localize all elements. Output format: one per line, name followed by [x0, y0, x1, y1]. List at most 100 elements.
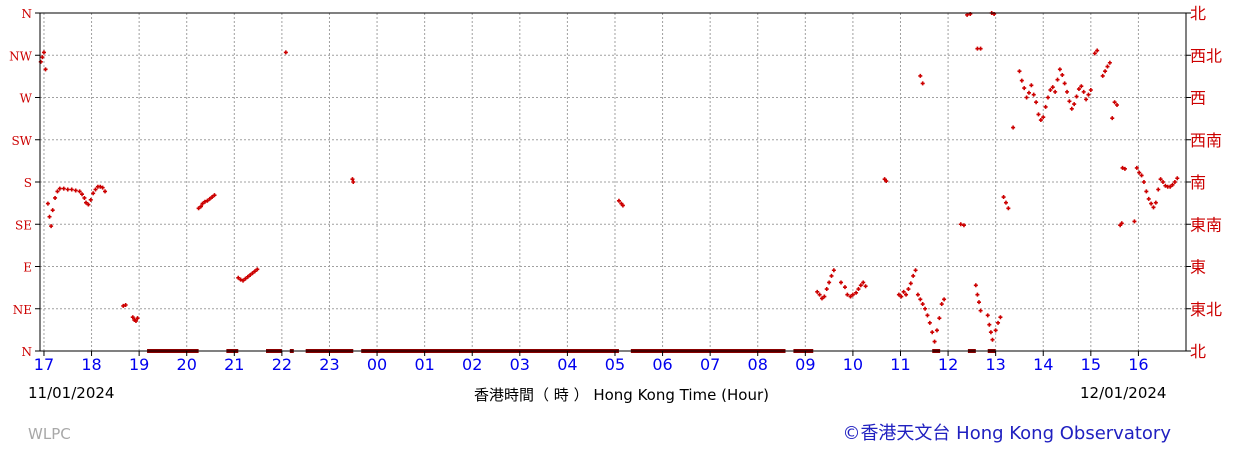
- data-point: [50, 208, 55, 213]
- data-point: [57, 186, 62, 191]
- data-point: [61, 186, 66, 191]
- data-point: [1003, 200, 1008, 205]
- data-point: [1065, 89, 1070, 94]
- data-point: [82, 195, 87, 200]
- x-tick-label: 03: [510, 355, 530, 374]
- data-point: [998, 315, 1003, 320]
- data-point: [248, 272, 253, 277]
- data-point: [91, 191, 96, 196]
- data-point: [827, 280, 832, 285]
- data-point: [918, 73, 923, 78]
- data-point: [200, 201, 205, 206]
- data-point: [927, 320, 932, 325]
- data-point: [1067, 99, 1072, 104]
- data-point: [911, 273, 916, 278]
- data-point: [1086, 92, 1091, 97]
- data-point: [848, 294, 853, 299]
- data-point: [908, 281, 913, 286]
- data-point: [1175, 176, 1180, 181]
- y-tick-label-right: 西: [1190, 89, 1206, 108]
- data-point: [1158, 177, 1163, 182]
- data-point: [1134, 165, 1139, 170]
- y-tick-label-right: 北: [1190, 342, 1206, 361]
- data-point: [839, 280, 844, 285]
- data-point: [1031, 92, 1036, 97]
- data-point: [923, 306, 928, 311]
- data-point: [913, 268, 918, 273]
- start-date-label: 11/01/2024: [28, 384, 115, 402]
- data-point: [43, 67, 48, 72]
- x-tick-label: 07: [700, 355, 720, 374]
- data-point: [1057, 67, 1062, 72]
- data-point: [86, 202, 91, 207]
- data-point: [1139, 173, 1144, 178]
- data-point: [850, 292, 855, 297]
- data-point: [130, 315, 135, 320]
- data-point: [904, 292, 909, 297]
- y-tick-label-right: 東南: [1190, 215, 1222, 234]
- data-point: [819, 296, 824, 301]
- data-point: [69, 187, 74, 192]
- data-point: [901, 289, 906, 294]
- data-point: [47, 214, 52, 219]
- x-tick-label: 06: [652, 355, 672, 374]
- data-point: [121, 303, 126, 308]
- observatory-credit[interactable]: ©香港天文台 Hong Kong Observatory: [842, 423, 1171, 444]
- y-tick-label-left: S: [24, 176, 32, 190]
- data-point: [1107, 60, 1112, 65]
- data-point: [925, 313, 930, 318]
- y-tick-label-right: 東北: [1190, 300, 1222, 319]
- x-tick-label: 01: [414, 355, 434, 374]
- data-point: [41, 50, 46, 55]
- data-point: [1095, 48, 1100, 53]
- x-axis-title: 香港時間（ 時 ） Hong Kong Time (Hour): [474, 386, 769, 404]
- data-point: [620, 203, 625, 208]
- data-point: [1161, 180, 1165, 184]
- data-point: [250, 271, 255, 276]
- x-tick-label: 02: [462, 355, 482, 374]
- data-point: [212, 193, 217, 198]
- x-tick-label: 18: [81, 355, 101, 374]
- data-point: [55, 189, 60, 194]
- data-point: [1119, 221, 1124, 226]
- x-tick-label: 15: [1081, 355, 1101, 374]
- data-point: [863, 284, 868, 289]
- data-point: [238, 277, 243, 282]
- data-points: [38, 11, 1180, 344]
- data-point: [845, 292, 850, 297]
- data-point: [1092, 51, 1097, 56]
- data-point: [40, 55, 45, 60]
- data-point: [1105, 64, 1110, 69]
- data-point: [210, 195, 215, 200]
- plot-frame: [35, 12, 1191, 356]
- data-point: [842, 285, 847, 290]
- data-point: [858, 283, 863, 288]
- data-point: [77, 189, 82, 194]
- data-point: [1112, 100, 1117, 105]
- data-point: [45, 201, 50, 206]
- data-point: [1120, 165, 1125, 170]
- data-point: [899, 294, 904, 299]
- data-point: [1043, 104, 1048, 109]
- data-point: [906, 287, 911, 292]
- data-point: [985, 313, 990, 318]
- data-point: [942, 297, 947, 302]
- grid-lines: [40, 12, 1186, 352]
- y-tick-label-right: 北: [1190, 4, 1206, 23]
- y-tick-label-left: N: [22, 7, 33, 21]
- data-point: [977, 300, 982, 305]
- x-tick-label: 05: [605, 355, 625, 374]
- x-tick-label: 13: [985, 355, 1005, 374]
- data-point: [1026, 90, 1031, 95]
- x-tick-label: 14: [1033, 355, 1053, 374]
- y-tick-label-left: NE: [13, 303, 32, 317]
- data-point: [202, 199, 207, 204]
- data-point: [1081, 89, 1086, 94]
- data-point: [80, 192, 85, 197]
- data-point: [103, 189, 108, 194]
- y-tick-label-right: 南: [1190, 173, 1206, 192]
- data-point: [1144, 189, 1149, 194]
- station-code: WLPC: [28, 425, 71, 443]
